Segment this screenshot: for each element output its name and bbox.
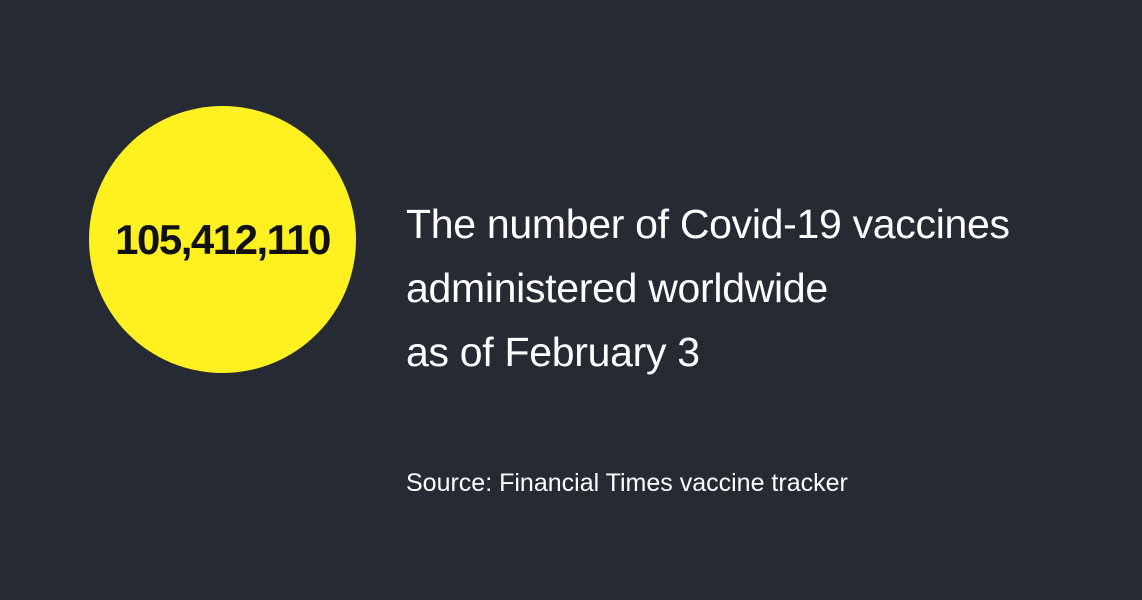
vaccine-count-circle: 105,412,110 — [89, 106, 356, 373]
vaccine-count-value: 105,412,110 — [115, 215, 331, 263]
headline-line-1: The number of Covid-19 vaccines — [406, 201, 1010, 247]
headline-line-2: administered worldwide — [406, 265, 828, 311]
headline: The number of Covid-19 vaccines administ… — [406, 192, 1126, 384]
headline-line-3: as of February 3 — [406, 329, 700, 375]
source-note: Source: Financial Times vaccine tracker — [406, 469, 848, 497]
